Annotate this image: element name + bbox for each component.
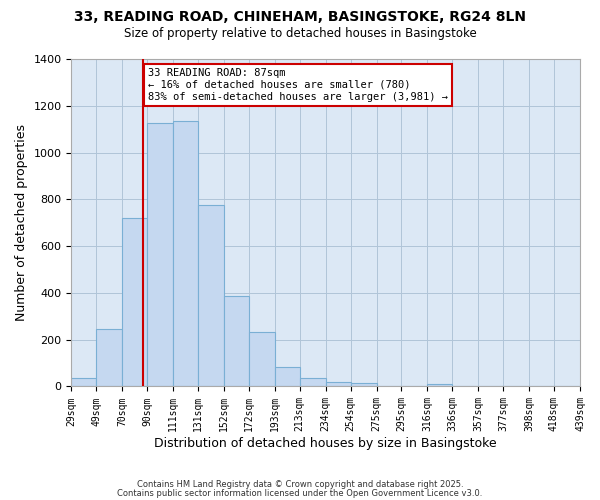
Bar — [427, 384, 452, 386]
Text: Contains HM Land Registry data © Crown copyright and database right 2025.: Contains HM Land Registry data © Crown c… — [137, 480, 463, 489]
Bar — [96, 329, 122, 386]
Bar — [173, 121, 198, 386]
Text: 33 READING ROAD: 87sqm
← 16% of detached houses are smaller (780)
83% of semi-de: 33 READING ROAD: 87sqm ← 16% of detached… — [148, 68, 448, 102]
X-axis label: Distribution of detached houses by size in Basingstoke: Distribution of detached houses by size … — [154, 437, 497, 450]
Bar — [249, 332, 275, 386]
Bar — [326, 382, 350, 386]
Bar — [122, 218, 147, 386]
Bar — [147, 124, 173, 386]
Bar — [224, 296, 249, 386]
Bar — [71, 378, 96, 386]
Bar — [275, 366, 299, 386]
Bar — [198, 205, 224, 386]
Text: Size of property relative to detached houses in Basingstoke: Size of property relative to detached ho… — [124, 28, 476, 40]
Y-axis label: Number of detached properties: Number of detached properties — [15, 124, 28, 321]
Text: 33, READING ROAD, CHINEHAM, BASINGSTOKE, RG24 8LN: 33, READING ROAD, CHINEHAM, BASINGSTOKE,… — [74, 10, 526, 24]
Text: Contains public sector information licensed under the Open Government Licence v3: Contains public sector information licen… — [118, 488, 482, 498]
Bar — [350, 383, 377, 386]
Bar — [299, 378, 326, 386]
